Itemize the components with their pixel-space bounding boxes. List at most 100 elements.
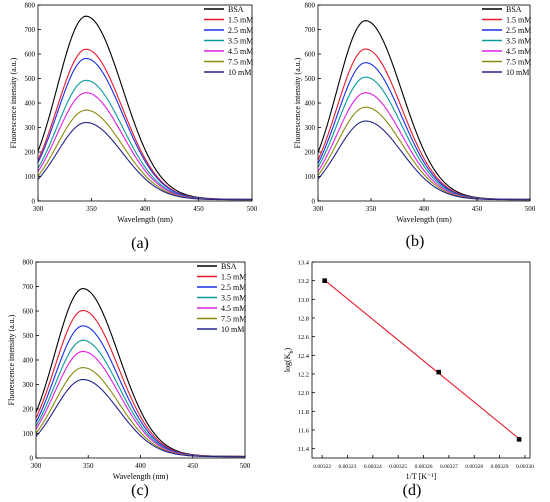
- series-line-3_5-mM: [37, 79, 252, 201]
- series-line-3_5-mM: [35, 339, 245, 458]
- y-tick-label: 13.0: [298, 297, 309, 304]
- y-tick-label: 400: [305, 100, 316, 108]
- x-tick-label: 450: [193, 205, 204, 213]
- legend-label: BSA: [506, 5, 522, 14]
- y-tick-label: 12.0: [298, 390, 309, 397]
- y-tick-label: 12.8: [298, 316, 309, 323]
- series-line-7_5-mM: [317, 106, 530, 201]
- curves: [35, 288, 246, 458]
- legend-label: BSA: [221, 262, 237, 271]
- y-tick-label: 12.6: [298, 334, 310, 341]
- x-tick-label: 350: [83, 462, 94, 470]
- x-tick-label: 0.00329: [491, 464, 509, 470]
- y-tick-label: 100: [23, 430, 34, 438]
- x-tick-label: 350: [366, 205, 377, 213]
- y-tick-label: 12.4: [298, 353, 310, 360]
- y-tick-label: 200: [25, 149, 36, 157]
- x-tick-label: 0.00323: [339, 464, 357, 470]
- legend-label: 7.5 mM: [221, 315, 246, 324]
- y-axis-label: Fluorescence intensity (a.u.): [293, 57, 302, 148]
- series-line-7_5-mM: [37, 109, 252, 201]
- legend-label: 1.5 mM: [506, 16, 531, 25]
- x-tick-label: 450: [188, 462, 199, 470]
- y-tick-label: 500: [305, 75, 316, 83]
- x-tick-label: 0.00327: [440, 464, 458, 470]
- plot-frame: [311, 261, 531, 459]
- y-tick-label: 600: [23, 308, 34, 316]
- panel-d: 0.00322 0.00323 0.00324 0.00325 0.00326 0.003…: [283, 260, 534, 500]
- series-line-4_5-mM: [317, 92, 531, 201]
- legend-label: 1.5 mM: [221, 273, 246, 282]
- series-line-4_5-mM: [35, 350, 245, 458]
- legend-label: 4.5 mM: [506, 47, 531, 56]
- x-tick-label: 0.00326: [415, 464, 433, 470]
- data-point: [322, 278, 327, 283]
- y-tick-label: 11.8: [298, 409, 309, 416]
- x-tick-label: 500: [525, 205, 536, 213]
- x-tick-label: 500: [247, 205, 258, 213]
- series-line-7_5-mM: [35, 367, 245, 458]
- y-tick-label: 300: [25, 124, 36, 132]
- fit-line: [324, 279, 520, 440]
- y-tick-label: 700: [25, 26, 36, 34]
- x-tick-label: 450: [472, 205, 483, 213]
- x-tick-label: 500: [240, 462, 251, 470]
- y-tick-label: 11.4: [298, 446, 310, 453]
- y-tick-label: 700: [305, 26, 316, 34]
- y-tick-label: 800: [25, 2, 36, 10]
- y-tick-label: 0: [32, 198, 36, 206]
- x-axis-label: 1/T [K⁻¹]: [406, 472, 437, 481]
- data-point: [516, 437, 522, 442]
- legend-label: 10 mM: [506, 68, 529, 77]
- y-tick-label: 13.4: [298, 260, 310, 267]
- y-tick-label: 12.2: [298, 372, 309, 379]
- plot-frame: [37, 4, 253, 202]
- x-tick-label: 0.00325: [389, 464, 407, 470]
- panel-b: 300 350 400 450 500 0 100 200 300 400 500 600 700 800…: [293, 2, 536, 251]
- y-tick-label: 300: [23, 381, 34, 389]
- x-tick-label: 300: [33, 205, 44, 213]
- y-tick-label: 700: [23, 283, 34, 291]
- y-tick-label: 100: [305, 173, 316, 181]
- x-tick-label: 0.00324: [364, 464, 382, 470]
- x-tick-label: 300: [31, 462, 42, 470]
- series-line-BSA: [35, 288, 246, 457]
- curves: [317, 20, 531, 201]
- panel-label: (d): [403, 482, 422, 499]
- series-line-3_5-mM: [317, 76, 531, 201]
- x-tick-label: 350: [86, 205, 97, 213]
- data-point: [436, 369, 442, 375]
- y-axis-label-close: ): [283, 348, 292, 351]
- y-tick-label: 600: [305, 51, 316, 59]
- panel-label: (c): [131, 482, 149, 499]
- y-tick-label: 0: [312, 198, 316, 206]
- legend-label: 4.5 mM: [228, 47, 253, 56]
- x-tick-label: 0.00330: [516, 464, 534, 470]
- y-tick-label: 500: [25, 75, 36, 83]
- legend-label: 4.5 mM: [221, 304, 246, 313]
- series-line-10-mM: [35, 378, 245, 458]
- y-tick-label: 400: [23, 357, 34, 365]
- y-tick-label: 800: [23, 259, 34, 267]
- curves: [37, 15, 253, 201]
- x-tick-label: 0.00328: [465, 464, 483, 470]
- y-tick-label: 400: [25, 100, 36, 108]
- y-tick-label: 600: [25, 51, 36, 59]
- x-axis-label: Wavelength (nm): [113, 472, 169, 481]
- y-tick-label: 800: [305, 2, 316, 10]
- y-axis-label-subscript: b: [289, 351, 295, 354]
- legend-label: 1.5 mM: [228, 16, 253, 25]
- y-axis-label: Fluorescence intensity (a.u.): [7, 314, 16, 405]
- y-tick-label: 200: [305, 149, 316, 157]
- x-tick-label: 400: [140, 205, 151, 213]
- legend-label: 10 mM: [228, 68, 251, 77]
- panel-c: 300 350 400 450 500 0 100 200 300 400 500 600 700 800…: [7, 259, 251, 500]
- y-tick-label: 11.6: [298, 428, 310, 435]
- panel-a: 300 350 400 450 500 0 100 200 300 400 500 600 700 800…: [9, 2, 258, 253]
- x-axis-label: Wavelength (nm): [117, 215, 173, 224]
- y-axis-label: Fluorescence intensity (a.u.): [9, 57, 18, 148]
